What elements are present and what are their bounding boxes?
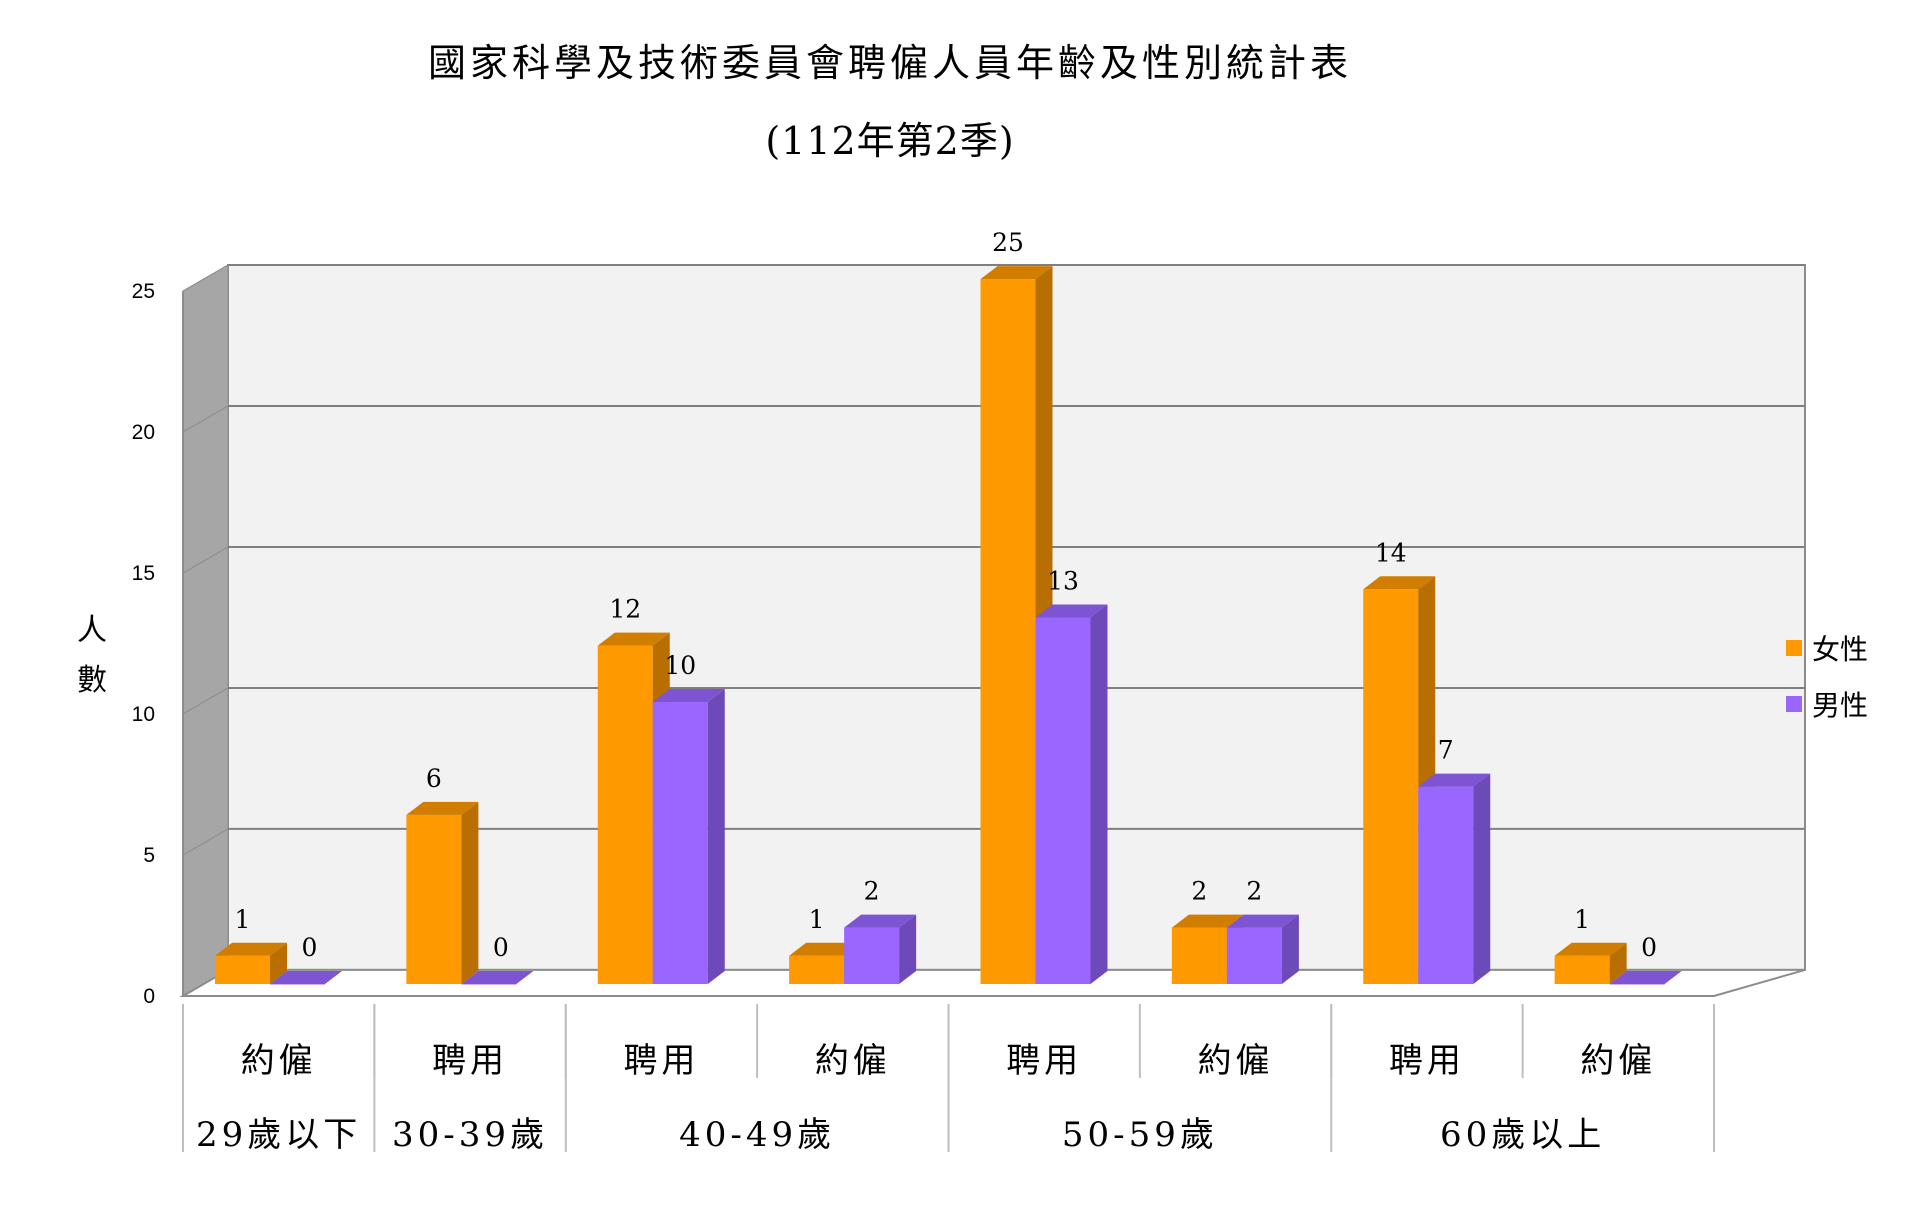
x-group-label: 29歲以下: [196, 1115, 361, 1155]
bar-female-top: [406, 801, 479, 815]
bar-male-top: [1035, 604, 1108, 618]
x-category-label: 約僱: [241, 1041, 317, 1081]
bar-male-front: [1418, 786, 1474, 984]
bar-male-side: [1090, 604, 1108, 984]
data-label: 2: [1246, 877, 1262, 906]
data-label: 14: [1375, 538, 1407, 567]
bar-male-top: [270, 971, 342, 984]
bar-male-front: [844, 927, 900, 984]
x-group-label: 40-49歲: [679, 1115, 835, 1155]
chart-title: 國家科學及技術委員會聘僱人員年齡及性別統計表: [427, 41, 1352, 85]
bar-female-front: [406, 814, 462, 984]
bar-female-top: [215, 942, 287, 956]
plot-side-wall: [182, 264, 229, 997]
bar-female-side: [1609, 942, 1627, 984]
bar-male-side: [899, 914, 917, 984]
legend: 女性 男性: [1786, 620, 1868, 732]
bar-female-top: [1554, 942, 1627, 956]
gridline-side: [182, 546, 229, 574]
data-label: 0: [302, 933, 318, 962]
data-label: 2: [864, 877, 880, 906]
bar-male-side: [1473, 773, 1491, 984]
bar-male-front: [1035, 617, 1091, 984]
bar-female-front: [789, 955, 845, 984]
bar-male-top: [1226, 914, 1299, 928]
x-category-label: 聘用: [1389, 1041, 1465, 1081]
gridline-side: [182, 687, 229, 715]
y-axis-label: 人: [77, 613, 107, 648]
bar-female-front: [1554, 955, 1610, 984]
legend-label-female: 女性: [1812, 633, 1869, 666]
legend-swatch-male: [1786, 696, 1802, 712]
bar-male-top: [1418, 773, 1491, 787]
bar-female-top: [789, 942, 862, 956]
y-tick-label: 10: [132, 703, 155, 726]
bar-male-front: [1226, 927, 1282, 984]
bar-female-side: [461, 801, 479, 984]
data-label: 12: [609, 595, 641, 624]
legend-swatch-female: [1786, 640, 1802, 656]
data-label: 1: [809, 905, 825, 934]
data-label: 7: [1438, 736, 1454, 765]
y-tick-label: 5: [143, 844, 155, 867]
bar-male-front: [270, 984, 325, 985]
legend-item-male: 男性: [1786, 676, 1868, 732]
data-label: 25: [992, 228, 1024, 257]
y-tick-label: 0: [143, 985, 155, 1008]
bar-female-top: [1171, 914, 1244, 928]
bar-female-side: [270, 942, 287, 984]
bar-male-top: [652, 689, 725, 703]
x-group-label: 30-39歲: [392, 1115, 548, 1155]
bar-female-front: [1363, 589, 1419, 984]
x-category-label: 聘用: [623, 1041, 699, 1081]
bar-female-top: [1363, 576, 1436, 590]
data-label: 0: [493, 933, 509, 962]
data-label: 2: [1191, 877, 1207, 906]
bar-female-top: [597, 632, 670, 646]
data-label: 6: [426, 764, 442, 793]
x-category-label: 約僱: [1580, 1041, 1656, 1081]
bar-male-top: [844, 914, 917, 928]
bar-female-front: [215, 955, 270, 984]
bar-female-top: [980, 266, 1053, 280]
x-category-label: 聘用: [432, 1041, 508, 1081]
y-axis-label: 數: [77, 663, 107, 698]
bar-male-front: [1609, 984, 1665, 985]
bar-female-front: [597, 645, 653, 984]
data-label: 1: [235, 905, 251, 934]
bar-male-front: [652, 702, 708, 984]
data-label: 1: [1574, 905, 1590, 934]
bar-male-side: [1281, 914, 1299, 984]
gridline-side: [182, 405, 229, 433]
data-label: 10: [664, 651, 696, 680]
gridline-side: [182, 828, 229, 856]
y-tick-label: 15: [132, 562, 155, 585]
legend-item-female: 女性: [1786, 620, 1868, 676]
x-group-label: 60歲以上: [1440, 1115, 1605, 1155]
data-label: 13: [1047, 566, 1079, 595]
bar-female-front: [1171, 927, 1227, 984]
bar-male-top: [1609, 971, 1682, 984]
bar-male-front: [461, 984, 517, 985]
gridline-side: [182, 264, 229, 292]
bar-male-side: [707, 689, 725, 984]
legend-label-male: 男性: [1812, 689, 1869, 722]
data-label: 0: [1641, 933, 1657, 962]
x-category-label: 約僱: [815, 1041, 891, 1081]
y-tick-label: 20: [132, 421, 155, 444]
y-tick-label: 25: [132, 280, 155, 303]
x-group-label: 50-59歲: [1062, 1115, 1218, 1155]
x-category-label: 聘用: [1006, 1041, 1082, 1081]
bar-male-top: [461, 971, 534, 984]
x-category-label: 約僱: [1198, 1041, 1274, 1081]
chart-subtitle: (112年第2季): [765, 119, 1015, 163]
bar-female-front: [980, 279, 1036, 985]
